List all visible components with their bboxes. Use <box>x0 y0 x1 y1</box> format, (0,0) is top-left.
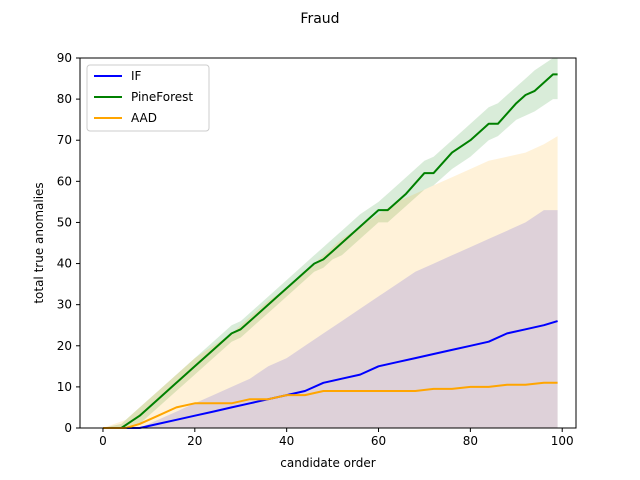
y-tick-label: 40 <box>57 257 72 271</box>
series-line-pineforest <box>103 73 558 429</box>
y-tick-label: 80 <box>57 92 72 106</box>
x-tick-label: 100 <box>551 434 574 448</box>
series-line-aad <box>103 381 558 429</box>
y-axis-ticks: 0 10 20 30 40 50 60 70 80 90 <box>57 51 80 435</box>
x-axis-label: candidate order <box>280 456 375 470</box>
legend-box <box>86 64 210 132</box>
x-tick-label: 20 <box>187 434 202 448</box>
confidence-bands <box>103 58 558 428</box>
chart-title: Fraud <box>300 11 339 27</box>
series-line-if <box>103 320 558 429</box>
x-tick-label: 60 <box>371 434 386 448</box>
x-tick-label: 80 <box>463 434 478 448</box>
series-lines <box>103 73 558 429</box>
band-if <box>103 210 558 428</box>
y-tick-label: 0 <box>64 421 72 435</box>
x-tick-label: 40 <box>279 434 294 448</box>
x-axis-ticks: 0 20 40 60 80 100 <box>99 428 574 448</box>
legend-label-aad: AAD <box>131 111 157 125</box>
y-tick-label: 30 <box>57 298 72 312</box>
y-axis-label: total true anomalies <box>32 182 46 303</box>
y-tick-label: 70 <box>57 133 72 147</box>
plot-frame <box>79 57 577 429</box>
legend-label-if: IF <box>131 69 142 83</box>
band-pineforest <box>103 58 558 428</box>
x-tick-label: 0 <box>99 434 107 448</box>
band-aad <box>103 136 558 428</box>
legend: IF PineForest AAD <box>86 64 210 132</box>
y-tick-label: 10 <box>57 380 72 394</box>
y-tick-label: 60 <box>57 174 72 188</box>
y-tick-label: 90 <box>57 51 72 65</box>
y-tick-label: 50 <box>57 215 72 229</box>
y-tick-label: 20 <box>57 339 72 353</box>
legend-label-pineforest: PineForest <box>131 90 193 104</box>
